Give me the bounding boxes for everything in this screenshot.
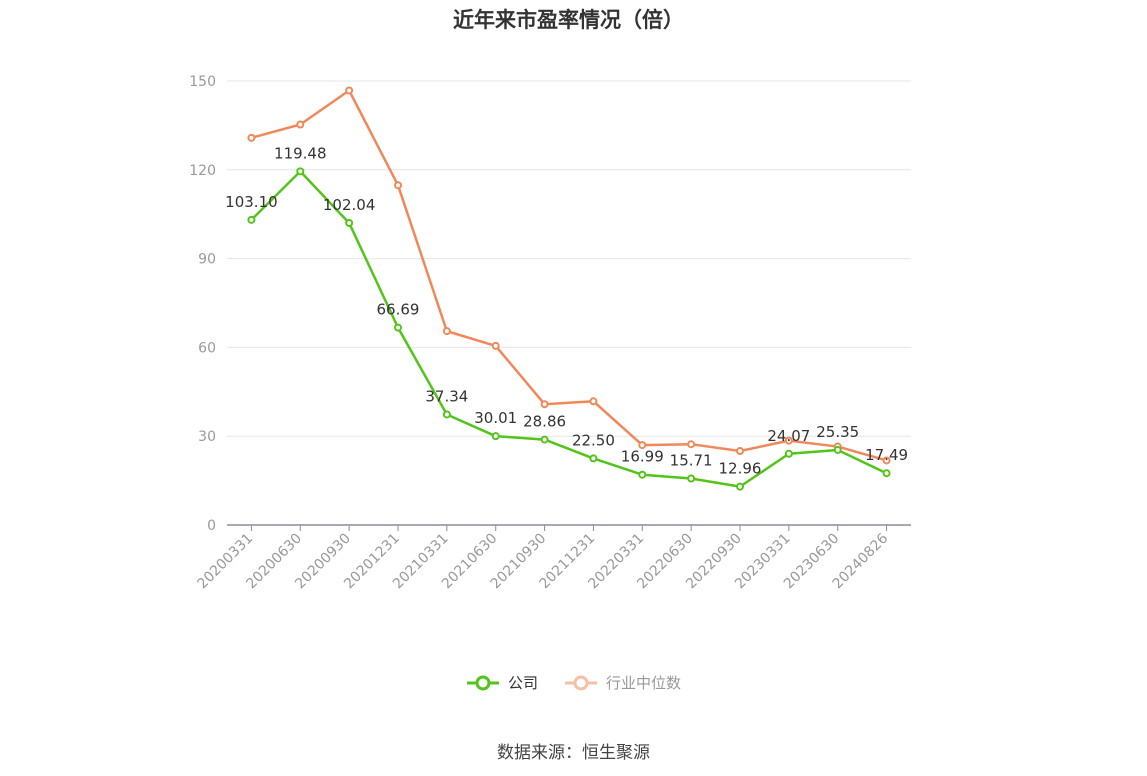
y-tick-label: 30 xyxy=(198,429,216,445)
company-point xyxy=(491,432,500,441)
median-point xyxy=(394,181,402,190)
median-point xyxy=(589,397,598,406)
data-label: 17.49 xyxy=(865,446,908,464)
line-chart: 0 30 60 90 120 150 20200331202006302020093020… xyxy=(189,74,911,592)
legend-item-industry-median[interactable]: 行业中位数 xyxy=(564,672,681,693)
chart-title: 近年来市盈率情况（倍） xyxy=(453,8,684,32)
company-point xyxy=(638,470,647,479)
data-label: 119.48 xyxy=(274,144,327,162)
series-line-industry-median xyxy=(251,89,887,462)
company-point xyxy=(442,410,451,419)
median-point xyxy=(540,400,549,409)
legend-company-icon xyxy=(466,675,499,690)
company-point xyxy=(736,482,744,491)
y-tick-label: 120 xyxy=(189,163,216,179)
data-label: 30.01 xyxy=(474,409,517,427)
company-point xyxy=(833,445,842,454)
company-point xyxy=(296,167,305,176)
median-point xyxy=(491,341,500,350)
y-axis: 0 30 60 90 120 150 xyxy=(189,74,216,534)
data-label: 24.07 xyxy=(767,427,810,445)
company-point xyxy=(784,449,793,458)
data-label: 103.10 xyxy=(225,193,278,211)
legend-median-icon xyxy=(565,675,597,690)
median-point xyxy=(296,120,305,129)
series-lines xyxy=(247,86,891,491)
legend: 公司 行业中位数 xyxy=(0,672,1147,693)
data-label: 25.35 xyxy=(816,423,859,441)
company-point xyxy=(247,215,256,224)
grid-lines xyxy=(227,80,911,437)
data-label: 16.99 xyxy=(621,448,664,466)
y-tick-label: 90 xyxy=(198,252,216,268)
median-point xyxy=(736,447,744,455)
legend-median-label: 行业中位数 xyxy=(606,674,682,692)
data-label: 12.96 xyxy=(719,460,762,478)
data-label: 66.69 xyxy=(377,301,420,319)
legend-company-label: 公司 xyxy=(507,674,538,692)
median-point xyxy=(247,133,256,142)
y-tick-label: 60 xyxy=(198,340,216,356)
median-point xyxy=(442,327,451,336)
data-label: 28.86 xyxy=(523,413,566,431)
data-label: 15.71 xyxy=(670,451,713,469)
median-point xyxy=(687,440,696,449)
company-point xyxy=(345,218,354,227)
series-line-company xyxy=(250,170,888,488)
company-point xyxy=(394,323,402,332)
legend-item-company[interactable]: 公司 xyxy=(466,672,538,693)
median-point xyxy=(784,436,793,445)
data-source: 数据来源：恒生聚源 xyxy=(497,743,650,763)
x-axis: 2020033120200630202009302020123120210331… xyxy=(195,524,911,592)
median-point xyxy=(638,441,647,450)
median-point xyxy=(882,456,891,465)
data-label: 37.34 xyxy=(425,387,468,405)
company-point xyxy=(589,454,598,463)
median-point xyxy=(345,86,354,95)
y-tick-label: 150 xyxy=(189,74,216,90)
company-point xyxy=(882,469,891,478)
data-labels: 103.10 119.48 102.04 66.69 37.34 30.01 28.86 22… xyxy=(225,144,908,477)
company-point xyxy=(687,474,696,483)
data-label: 102.04 xyxy=(323,196,376,214)
y-tick-label: 0 xyxy=(207,518,216,534)
data-label: 22.50 xyxy=(572,431,615,449)
company-point xyxy=(540,435,549,444)
